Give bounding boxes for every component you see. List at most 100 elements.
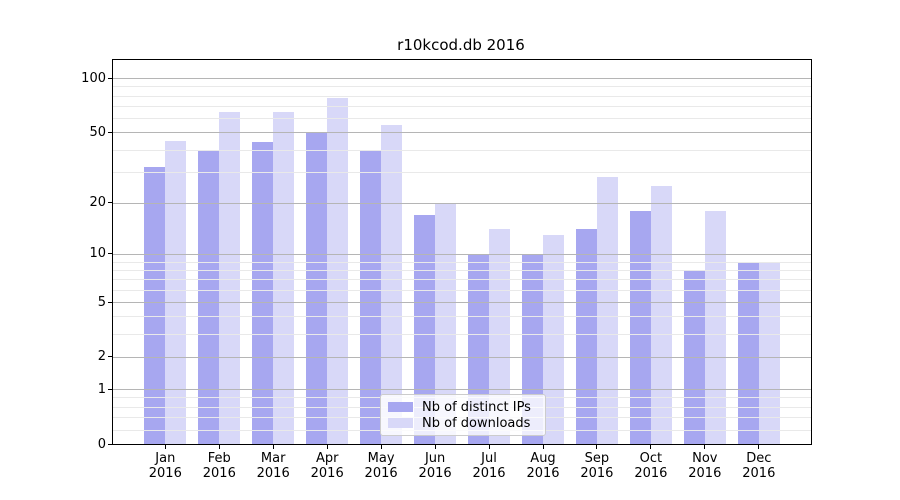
x-tick-label: Sep 2016 bbox=[567, 451, 627, 481]
y-tick-mark bbox=[108, 388, 112, 390]
minor-gridline bbox=[113, 86, 811, 88]
x-tick-label: Dec 2016 bbox=[729, 451, 789, 481]
minor-gridline bbox=[113, 171, 811, 173]
x-tick-mark bbox=[596, 444, 598, 449]
x-tick-label: Jul 2016 bbox=[459, 451, 519, 481]
y-tick-label: 10 bbox=[89, 246, 106, 262]
y-tick-label: 20 bbox=[89, 195, 106, 211]
x-tick-mark bbox=[704, 444, 706, 449]
y-tick-label: 1 bbox=[97, 381, 106, 397]
x-tick-year: 2016 bbox=[742, 466, 776, 481]
bar-downloads-mar bbox=[273, 111, 295, 444]
x-tick-mark bbox=[650, 444, 652, 449]
y-tick-label: 0 bbox=[97, 436, 106, 452]
bar-downloads-jun bbox=[435, 202, 457, 444]
major-gridline bbox=[113, 253, 811, 255]
y-tick-mark bbox=[108, 443, 112, 445]
bar-distinct-ips-oct bbox=[629, 210, 651, 444]
plot-area: 0 1 2 5 10 20 50 100 Jan 2016 Feb 2016 Mar 2016 Apr 20… bbox=[81, 59, 812, 481]
x-tick-year: 2016 bbox=[580, 466, 614, 481]
major-gridline bbox=[113, 389, 811, 391]
y-tick-label: 50 bbox=[89, 124, 106, 140]
x-tick-mark bbox=[758, 444, 760, 449]
x-tick-year: 2016 bbox=[256, 466, 290, 481]
minor-gridline bbox=[113, 95, 811, 97]
x-tick-label: Nov 2016 bbox=[675, 451, 735, 481]
bar-downloads-feb bbox=[219, 111, 241, 444]
bar-downloads-may bbox=[381, 124, 403, 444]
x-tick-year: 2016 bbox=[418, 466, 452, 481]
x-tick-year: 2016 bbox=[634, 466, 668, 481]
legend-swatch-distinct-ips bbox=[388, 402, 413, 412]
legend-row-downloads: Nb of downloads bbox=[388, 415, 538, 431]
minor-gridline bbox=[113, 149, 811, 151]
minor-gridline bbox=[113, 269, 811, 271]
legend-label-distinct-ips: Nb of distinct IPs bbox=[422, 399, 531, 415]
x-tick-mark bbox=[326, 444, 328, 449]
x-tick-label: Apr 2016 bbox=[297, 451, 357, 481]
x-tick-label: Jan 2016 bbox=[135, 451, 195, 481]
minor-gridline bbox=[113, 316, 811, 318]
x-tick-label: May 2016 bbox=[351, 451, 411, 481]
y-tick-mark bbox=[108, 202, 112, 204]
x-tick-mark bbox=[272, 444, 274, 449]
x-tick-mark bbox=[488, 444, 490, 449]
bar-distinct-ips-apr bbox=[306, 132, 328, 444]
bar-distinct-ips-mar bbox=[252, 142, 274, 444]
bar-distinct-ips-jun bbox=[414, 214, 436, 444]
y-tick-label: 2 bbox=[97, 349, 106, 365]
bar-downloads-jan bbox=[165, 140, 187, 444]
legend-row-distinct-ips: Nb of distinct IPs bbox=[388, 399, 538, 415]
minor-gridline bbox=[113, 334, 811, 336]
major-gridline bbox=[113, 132, 811, 134]
major-gridline bbox=[113, 78, 811, 80]
x-tick-label: Oct 2016 bbox=[621, 451, 681, 481]
major-gridline bbox=[113, 302, 811, 303]
x-tick-mark bbox=[434, 444, 436, 449]
bar-distinct-ips-feb bbox=[198, 149, 220, 444]
y-tick-label: 100 bbox=[81, 70, 106, 86]
bar-distinct-ips-sep bbox=[575, 229, 597, 444]
y-tick-mark bbox=[108, 77, 112, 79]
y-tick-label: 5 bbox=[97, 294, 106, 310]
major-gridline bbox=[113, 202, 811, 204]
x-tick-year: 2016 bbox=[310, 466, 344, 481]
y-tick-mark bbox=[108, 253, 112, 255]
x-tick-mark bbox=[542, 444, 544, 449]
major-gridline bbox=[113, 356, 811, 358]
x-tick-label: Aug 2016 bbox=[513, 451, 573, 481]
y-tick-mark bbox=[108, 301, 112, 303]
bar-distinct-ips-jan bbox=[144, 166, 166, 444]
minor-gridline bbox=[113, 106, 811, 108]
legend-swatch-downloads bbox=[388, 418, 413, 428]
minor-gridline bbox=[113, 261, 811, 263]
x-tick-mark bbox=[164, 444, 166, 449]
x-tick-year: 2016 bbox=[472, 466, 506, 481]
bar-downloads-aug bbox=[543, 234, 564, 444]
bar-downloads-sep bbox=[596, 177, 618, 444]
bar-distinct-ips-may bbox=[360, 149, 382, 444]
bar-downloads-nov bbox=[704, 210, 726, 444]
chart-title: r10kcod.db 2016 bbox=[397, 36, 525, 54]
x-tick-year: 2016 bbox=[202, 466, 236, 481]
y-tick-mark bbox=[108, 356, 112, 358]
x-tick-year: 2016 bbox=[364, 466, 398, 481]
x-tick-mark bbox=[218, 444, 220, 449]
x-tick-year: 2016 bbox=[148, 466, 182, 481]
legend: Nb of distinct IPs Nb of downloads bbox=[380, 394, 546, 436]
x-tick-label: Mar 2016 bbox=[243, 451, 303, 481]
gridlines-layer bbox=[113, 60, 811, 444]
y-tick-mark bbox=[108, 131, 112, 133]
legend-label-downloads: Nb of downloads bbox=[422, 415, 531, 431]
x-tick-label: Feb 2016 bbox=[189, 451, 249, 481]
x-tick-mark bbox=[380, 444, 382, 449]
x-tick-year: 2016 bbox=[526, 466, 560, 481]
x-tick-year: 2016 bbox=[688, 466, 722, 481]
minor-gridline bbox=[113, 279, 811, 281]
bar-downloads-oct bbox=[650, 185, 672, 444]
minor-gridline bbox=[113, 118, 811, 120]
minor-gridline bbox=[113, 289, 811, 291]
bar-downloads-jul bbox=[489, 229, 510, 444]
x-tick-label: Jun 2016 bbox=[405, 451, 465, 481]
